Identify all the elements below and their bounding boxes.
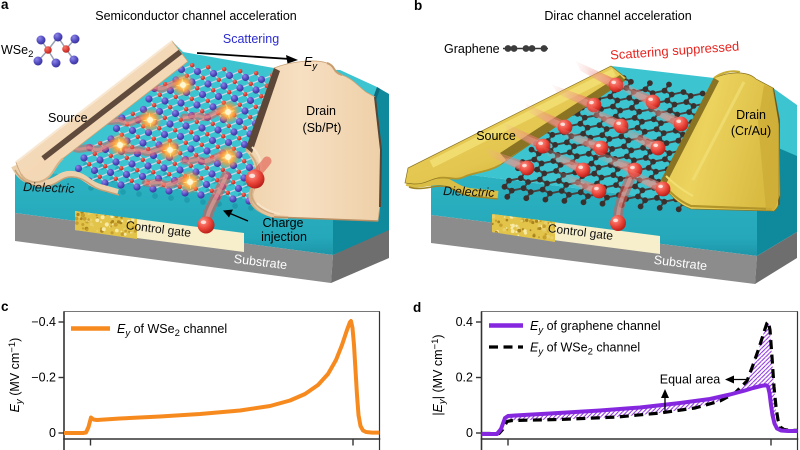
svg-text:Scattering: Scattering	[223, 32, 279, 46]
svg-text:0: 0	[466, 426, 473, 440]
svg-text:Charge: Charge	[263, 216, 304, 230]
svg-text:b: b	[414, 0, 422, 13]
svg-text:Equal area: Equal area	[660, 373, 721, 387]
svg-text:Substrate: Substrate	[233, 252, 288, 272]
svg-text:|Ey| (MV cm−1): |Ey| (MV cm−1)	[430, 334, 448, 415]
svg-text:WSe2: WSe2	[1, 43, 33, 60]
svg-text:Graphene: Graphene	[444, 42, 500, 56]
svg-text:Drain: Drain	[306, 104, 336, 118]
svg-text:(Cr/Au): (Cr/Au)	[731, 124, 771, 138]
svg-text:(Sb/Pt): (Sb/Pt)	[303, 121, 342, 135]
svg-text:Ey of graphene channel: Ey of graphene channel	[530, 319, 661, 336]
svg-text:Ey of WSe2 channel: Ey of WSe2 channel	[117, 322, 227, 339]
svg-text:0.4: 0.4	[456, 315, 473, 329]
svg-text:−0.2: −0.2	[31, 371, 56, 385]
svg-text:Semiconductor channel accelera: Semiconductor channel acceleration	[95, 9, 297, 23]
svg-text:Scattering suppressed: Scattering suppressed	[610, 39, 740, 63]
svg-text:0: 0	[49, 426, 56, 440]
svg-text:Drain: Drain	[736, 108, 766, 122]
svg-text:Source: Source	[48, 111, 88, 125]
svg-text:Dielectric: Dielectric	[23, 180, 76, 196]
svg-text:0.2: 0.2	[456, 371, 473, 385]
svg-text:−0.4: −0.4	[31, 315, 56, 329]
svg-text:c: c	[1, 299, 9, 314]
svg-text:Dielectric: Dielectric	[443, 184, 496, 200]
svg-text:injection: injection	[261, 230, 307, 244]
svg-text:Ey of WSe2 channel: Ey of WSe2 channel	[530, 341, 640, 358]
svg-text:Substrate: Substrate	[653, 253, 708, 273]
svg-text:a: a	[1, 0, 9, 12]
svg-text:Source: Source	[476, 129, 516, 143]
svg-text:Dirac channel acceleration: Dirac channel acceleration	[544, 9, 691, 23]
svg-text:Ey (MV cm−1): Ey (MV cm−1)	[7, 338, 25, 413]
svg-text:d: d	[413, 300, 421, 315]
